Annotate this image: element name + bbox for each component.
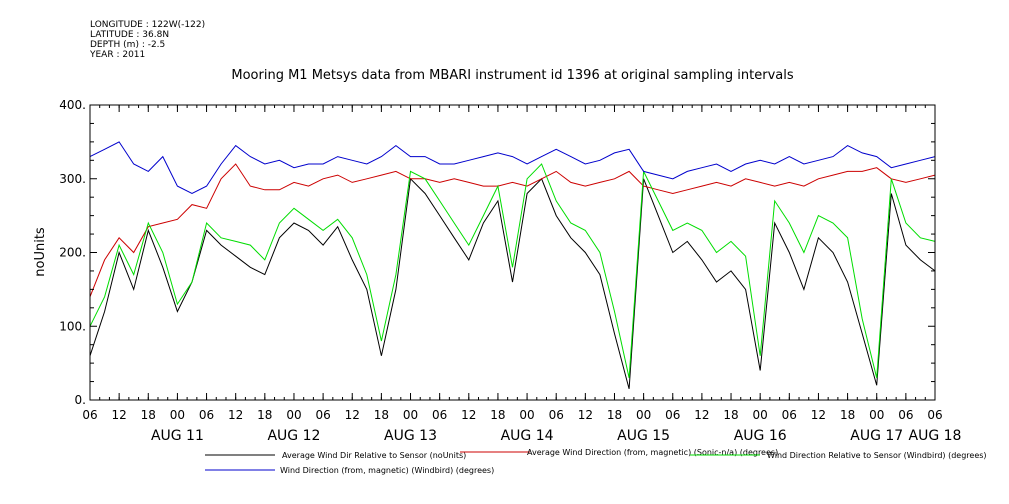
- chart-title: Mooring M1 Metsys data from MBARI instru…: [231, 68, 794, 83]
- metadata-block: LONGITUDE : 122W(-122) LATITUDE : 36.8N …: [90, 20, 205, 60]
- x-date-label: AUG 11: [151, 428, 204, 444]
- series-layer: [89, 141, 936, 390]
- x-tick-label: 18: [141, 408, 156, 422]
- legend-label-2: Average Wind Direction (from, magnetic) …: [527, 448, 778, 457]
- x-tick-label: 00: [286, 408, 301, 422]
- x-date-label: AUG 13: [384, 428, 437, 444]
- plot-frame: [89, 104, 936, 401]
- x-tick-label: 06: [549, 408, 564, 422]
- meta-depth: DEPTH (m) : -2.5: [90, 40, 166, 50]
- y-axis-label: noUnits: [33, 227, 48, 277]
- x-tick-label: 12: [345, 408, 360, 422]
- legend-label-4: Wind Direction (from, magnetic) (Windbir…: [280, 466, 494, 475]
- x-tick-label: 06: [898, 408, 913, 422]
- x-date-label: AUG 18: [909, 428, 962, 444]
- meta-year: YEAR : 2011: [90, 50, 146, 60]
- series-line-4: [89, 141, 936, 195]
- x-tick-label: 18: [840, 408, 855, 422]
- x-tick-label: 06: [927, 408, 942, 422]
- x-tick-label: 12: [811, 408, 826, 422]
- x-tick-label: 12: [461, 408, 476, 422]
- x-tick-label: 12: [111, 408, 126, 422]
- x-date-label: AUG 14: [501, 428, 554, 444]
- x-tick-label: 00: [519, 408, 534, 422]
- x-tick-label: 06: [782, 408, 797, 422]
- series-line-2: [89, 163, 936, 297]
- series-line-1: [89, 177, 936, 390]
- x-date-label: AUG 17: [850, 428, 903, 444]
- x-tick-label: 00: [170, 408, 185, 422]
- x-tick-label: 18: [490, 408, 505, 422]
- x-tick-label: 00: [403, 408, 418, 422]
- x-tick-label: 06: [432, 408, 447, 422]
- x-tick-label: 18: [257, 408, 272, 422]
- legend: Average Wind Dir Relative to Sensor (noU…: [205, 448, 987, 475]
- y-tick-label: 400.: [59, 98, 86, 112]
- x-tick-label: 00: [753, 408, 768, 422]
- x-tick-label: 06: [199, 408, 214, 422]
- x-tick-label: 06: [315, 408, 330, 422]
- y-tick-label: 100.: [59, 319, 86, 333]
- x-tick-label: 00: [636, 408, 651, 422]
- series-line-3: [89, 163, 936, 379]
- x-tick-label: 12: [228, 408, 243, 422]
- x-tick-label: 12: [578, 408, 593, 422]
- x-tick-label: 06: [82, 408, 97, 422]
- x-date-label: AUG 16: [734, 428, 787, 444]
- x-tick-label: 00: [869, 408, 884, 422]
- x-tick-label: 12: [694, 408, 709, 422]
- x-date-label: AUG 15: [617, 428, 670, 444]
- legend-label-3: Wind Direction Relative to Sensor (Windb…: [767, 451, 987, 460]
- x-date-label: AUG 12: [267, 428, 320, 444]
- tick-layer: 06 12 18 00 06 12 18 00 06 12 18 00 06 12 18 00 06 12 18 00…: [59, 98, 961, 444]
- meta-latitude: LATITUDE : 36.8N: [90, 30, 170, 40]
- y-tick-label: 0.: [75, 393, 86, 407]
- x-tick-label: 06: [665, 408, 680, 422]
- legend-label-1: Average Wind Dir Relative to Sensor (noU…: [282, 451, 466, 460]
- x-tick-label: 18: [723, 408, 738, 422]
- y-tick-label: 200.: [59, 246, 86, 260]
- x-tick-label: 18: [374, 408, 389, 422]
- x-tick-label: 18: [607, 408, 622, 422]
- meta-longitude: LONGITUDE : 122W(-122): [90, 20, 206, 30]
- y-tick-label: 300.: [59, 172, 86, 186]
